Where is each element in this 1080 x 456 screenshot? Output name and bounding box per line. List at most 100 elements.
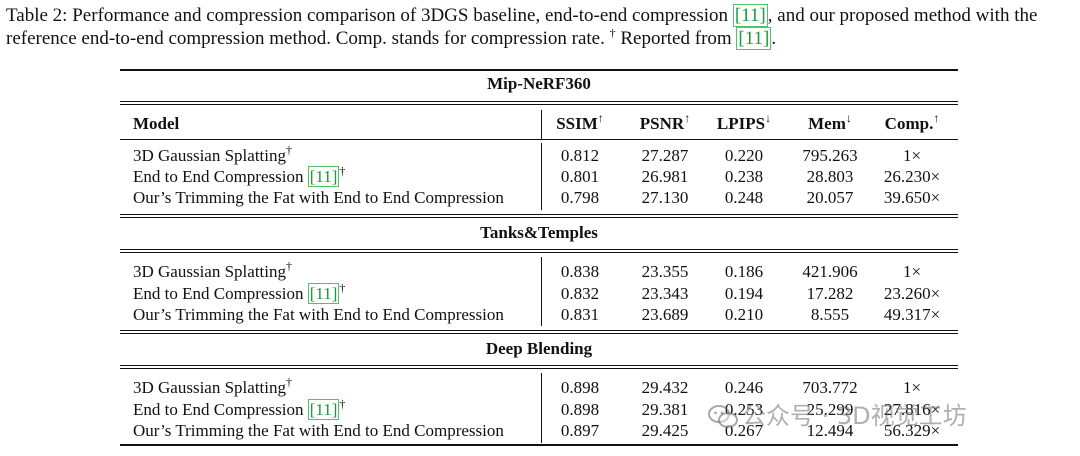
cell-ssim: 0.812 — [560, 146, 600, 165]
rule — [120, 214, 958, 215]
cell-psnr: 26.981 — [641, 167, 689, 186]
cell-lpips: 0.248 — [724, 188, 764, 207]
caption-text-2: , and our proposed method with the refer… — [6, 5, 1038, 49]
dagger-mark: † — [609, 26, 616, 40]
cell-mem: 17.282 — [806, 284, 854, 303]
down-arrow-icon: ↓ — [845, 111, 852, 125]
cell-lpips: 0.246 — [724, 378, 764, 397]
cell-model: Our’s Trimming the Fat with End to End C… — [133, 305, 504, 324]
table-row: 3D Gaussian Splatting† 0.898 29.432 0.24… — [120, 375, 958, 398]
cell-ssim: 0.898 — [560, 400, 600, 419]
column-divider — [541, 143, 542, 210]
column-divider — [541, 373, 542, 443]
header-comp: Comp.↑ — [884, 111, 940, 133]
rule — [120, 101, 958, 102]
watermark: 公众号 · 3D视觉工坊 — [708, 396, 967, 431]
wechat-icon — [708, 405, 738, 428]
cell-ssim: 0.801 — [560, 167, 600, 186]
section-title-mipnerf360: Mip-NeRF360 — [487, 74, 591, 93]
section-title-deep-blending: Deep Blending — [485, 339, 593, 358]
cell-mem: 421.906 — [802, 262, 858, 281]
cell-ssim: 0.798 — [560, 188, 600, 207]
cell-model: End to End Compression [11] † — [133, 397, 346, 420]
up-arrow-icon: ↑ — [597, 111, 604, 125]
cell-comp: 1× — [902, 262, 922, 281]
cell-psnr: 23.343 — [641, 284, 689, 303]
cell-psnr: 27.287 — [641, 146, 689, 165]
citation-link[interactable]: [11] — [736, 27, 772, 50]
header-model: Model — [133, 114, 180, 133]
cell-model: End to End Compression [11] † — [133, 164, 346, 187]
citation-link[interactable]: [11] — [307, 166, 340, 187]
cell-lpips: 0.220 — [724, 146, 764, 165]
cell-psnr: 29.381 — [641, 400, 689, 419]
cell-psnr: 29.425 — [641, 421, 689, 440]
header-mem: Mem↓ — [808, 111, 852, 133]
table-row: 3D Gaussian Splatting† 0.812 27.287 0.22… — [120, 143, 958, 166]
cell-comp: 23.260× — [883, 284, 941, 303]
table-row: End to End Compression [11] † 0.832 23.34… — [120, 281, 958, 304]
column-divider — [541, 257, 542, 326]
table-row: End to End Compression [11] † 0.801 26.98… — [120, 164, 958, 187]
watermark-text: 公众号 · 3D视觉工坊 — [742, 402, 967, 430]
cell-mem: 28.803 — [806, 167, 854, 186]
cell-model: Our’s Trimming the Fat with End to End C… — [133, 421, 504, 440]
caption-text-3: Reported from — [615, 28, 737, 49]
rule — [120, 139, 958, 140]
cell-mem: 20.057 — [806, 188, 854, 207]
citation-link[interactable]: [11] — [307, 399, 340, 420]
caption-text-1: Table 2: Performance and compression com… — [6, 5, 733, 26]
cell-comp: 1× — [902, 146, 922, 165]
table-row: End to End Compression [11] † 0.898 29.38… — [120, 397, 958, 420]
table-top-rule — [120, 69, 958, 71]
rule — [120, 330, 958, 331]
table-caption: Table 2: Performance and compression com… — [6, 4, 1076, 50]
cell-mem: 8.555 — [810, 305, 850, 324]
cell-ssim: 0.898 — [560, 378, 600, 397]
cell-model: End to End Compression [11] † — [133, 281, 346, 304]
header-lpips: LPIPS↓ — [716, 111, 772, 133]
header-row: Model SSIM↑ PSNR↑ LPIPS↓ Mem↓ Comp.↑ — [120, 111, 958, 134]
cell-lpips: 0.186 — [724, 262, 764, 281]
header-psnr: PSNR↑ — [639, 111, 691, 133]
rule — [120, 217, 958, 218]
cell-psnr: 27.130 — [641, 188, 689, 207]
table-row: Our’s Trimming the Fat with End to End C… — [120, 187, 958, 208]
down-arrow-icon: ↓ — [765, 111, 772, 125]
cell-comp: 56.329× — [883, 421, 941, 440]
table-row: Our’s Trimming the Fat with End to End C… — [120, 420, 958, 441]
citation-link[interactable]: [11] — [307, 283, 340, 304]
table-bottom-rule — [120, 444, 958, 446]
rule — [120, 368, 958, 369]
cell-ssim: 0.831 — [560, 305, 600, 324]
rule — [120, 104, 958, 105]
header-ssim: SSIM↑ — [556, 111, 604, 133]
cell-mem: 795.263 — [802, 146, 858, 165]
section-title-tanks-temples: Tanks&Temples — [480, 223, 598, 242]
cell-ssim: 0.832 — [560, 284, 600, 303]
up-arrow-icon: ↑ — [684, 111, 691, 125]
rule — [120, 249, 958, 250]
table-row: Our’s Trimming the Fat with End to End C… — [120, 304, 958, 325]
cell-model: 3D Gaussian Splatting† — [133, 259, 292, 281]
rule — [120, 333, 958, 334]
up-arrow-icon: ↑ — [933, 111, 940, 125]
cell-lpips: 0.194 — [724, 284, 764, 303]
cell-ssim: 0.897 — [560, 421, 600, 440]
cell-psnr: 23.689 — [641, 305, 689, 324]
cell-comp: 49.317× — [883, 305, 941, 324]
cell-comp: 1× — [902, 378, 922, 397]
cell-lpips: 0.238 — [724, 167, 764, 186]
cell-psnr: 23.355 — [641, 262, 689, 281]
citation-link[interactable]: [11] — [732, 4, 768, 27]
rule — [120, 365, 958, 366]
cell-model: Our’s Trimming the Fat with End to End C… — [133, 188, 504, 207]
cell-model: 3D Gaussian Splatting† — [133, 375, 292, 397]
table-row: 3D Gaussian Splatting† 0.838 23.355 0.18… — [120, 259, 958, 282]
cell-psnr: 29.432 — [641, 378, 689, 397]
cell-ssim: 0.838 — [560, 262, 600, 281]
cell-comp: 39.650× — [883, 188, 941, 207]
rule — [120, 252, 958, 253]
cell-comp: 26.230× — [883, 167, 941, 186]
cell-model: 3D Gaussian Splatting† — [133, 143, 292, 165]
